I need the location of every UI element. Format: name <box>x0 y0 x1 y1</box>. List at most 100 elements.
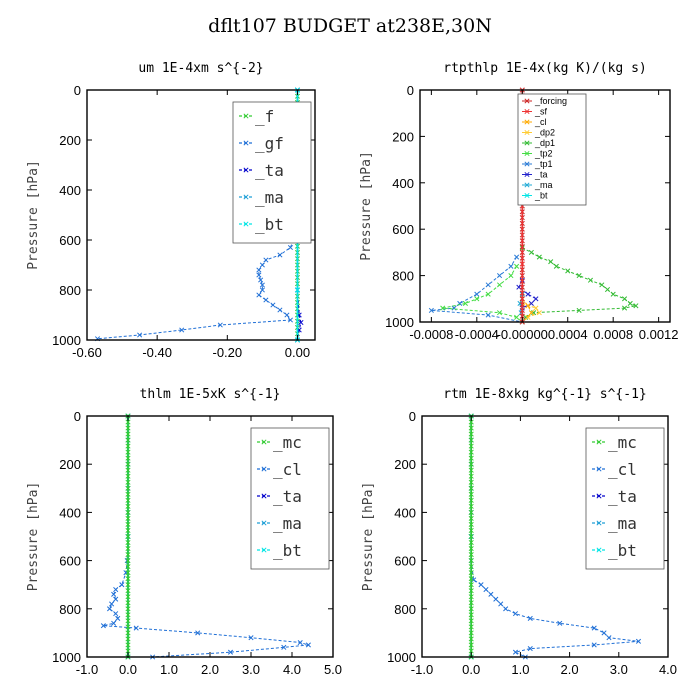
legend-label: _ta <box>608 487 637 506</box>
data-point <box>125 570 131 576</box>
data-point <box>468 594 474 600</box>
y-tick-label: 0 <box>409 409 416 424</box>
data-point <box>125 455 131 461</box>
legend-marker <box>243 113 249 119</box>
data-point <box>468 467 474 473</box>
data-point <box>587 277 594 283</box>
data-point <box>468 509 474 515</box>
legend-marker <box>261 439 267 445</box>
data-point <box>468 521 474 528</box>
data-point <box>503 606 509 612</box>
data-point <box>125 461 131 467</box>
legend-label: _mc <box>608 433 637 452</box>
legend-label: _sf <box>534 107 548 117</box>
data-point <box>527 615 533 621</box>
data-point <box>627 300 633 306</box>
legend-label: _cl <box>608 460 637 479</box>
data-point <box>468 419 474 425</box>
legend-marker <box>261 466 267 472</box>
data-point <box>512 649 519 655</box>
data-point <box>125 467 131 473</box>
data-point <box>496 310 503 316</box>
data-point <box>599 282 605 288</box>
legend-box <box>517 93 587 206</box>
data-point <box>125 473 131 479</box>
y-tick-label: 800 <box>394 602 416 617</box>
data-point <box>468 455 474 461</box>
data-point <box>125 558 131 564</box>
x-tick-label: 5.0 <box>324 662 342 677</box>
legend: _mc _cl _ta _ma _bt <box>250 427 330 570</box>
panel-2: rtpthlp 1E-4x(kg K)/(kg s) Pressure [hPa]… <box>359 61 679 342</box>
legend: _forcing_sf_cl_dp2_dp1_tp2_tp1_ta_ma_bt <box>517 93 587 206</box>
data-point <box>100 623 106 629</box>
data-point <box>468 552 474 558</box>
data-point <box>468 588 474 594</box>
legend-label: _forcing <box>534 96 567 106</box>
y-tick-label: 0 <box>74 409 81 424</box>
figure-title: dflt107 BUDGET at238E,30N <box>208 15 492 37</box>
data-point <box>536 254 542 260</box>
y-tick-label: 200 <box>59 457 81 472</box>
data-point <box>468 491 474 497</box>
y-tick-label: 200 <box>392 129 414 144</box>
data-point <box>125 521 131 528</box>
data-point <box>604 286 611 293</box>
data-point <box>113 596 119 602</box>
data-point <box>468 636 474 642</box>
data-point <box>428 307 434 313</box>
data-point <box>263 297 269 303</box>
y-tick-label: 1000 <box>387 650 416 665</box>
data-point <box>125 618 131 624</box>
y-tick-label: 1000 <box>385 315 414 330</box>
x-tick-label: -0.40 <box>142 345 172 360</box>
data-point <box>536 310 542 316</box>
data-point <box>125 515 131 521</box>
data-point <box>462 300 469 306</box>
legend-marker <box>596 439 602 445</box>
legend-marker <box>261 520 267 526</box>
legend-marker <box>243 221 249 227</box>
x-tick-label: -0.00000 <box>497 327 548 342</box>
data-point <box>113 611 119 617</box>
series-group <box>100 413 311 660</box>
data-point <box>298 319 304 326</box>
data-point <box>496 282 503 288</box>
data-point <box>548 259 554 265</box>
data-point <box>468 618 474 624</box>
data-point <box>256 292 262 298</box>
data-point <box>125 419 131 425</box>
data-point <box>468 612 474 618</box>
data-point <box>610 291 616 297</box>
data-point <box>227 649 234 655</box>
data-point <box>591 625 597 631</box>
data-point <box>125 491 131 497</box>
legend: _f _gf _ta _ma _bt <box>232 101 312 244</box>
data-point <box>125 443 131 449</box>
legend-marker <box>596 520 602 526</box>
data-point <box>125 479 131 485</box>
x-tick-label: 0.0008 <box>593 327 633 342</box>
x-tick-label: 4.0 <box>283 662 301 677</box>
data-point <box>498 601 504 607</box>
legend-marker <box>524 129 530 136</box>
panel-title: thlm 1E-5xK s^{-1} <box>140 387 281 402</box>
data-point <box>125 497 131 503</box>
data-point <box>248 635 254 641</box>
y-tick-label: 400 <box>59 505 81 520</box>
y-tick-label: 400 <box>394 505 416 520</box>
data-point <box>468 497 474 503</box>
data-point <box>514 263 520 269</box>
panel-4: rtm 1E-8xkg kg^{-1} s^{-1} Pressure [hPa]… <box>361 387 677 677</box>
data-point <box>125 588 131 594</box>
panel-title: rtm 1E-8xkg kg^{-1} s^{-1} <box>443 387 647 402</box>
x-tick-label: 2.0 <box>561 662 579 677</box>
legend-marker <box>596 493 602 499</box>
y-tick-label: 400 <box>59 183 81 198</box>
data-point <box>576 307 582 313</box>
data-point <box>259 262 265 268</box>
legend-label: _ma <box>273 514 302 533</box>
data-point <box>125 630 131 636</box>
x-tick-label: -0.0004 <box>455 327 499 342</box>
x-tick-label: -0.0008 <box>409 327 453 342</box>
